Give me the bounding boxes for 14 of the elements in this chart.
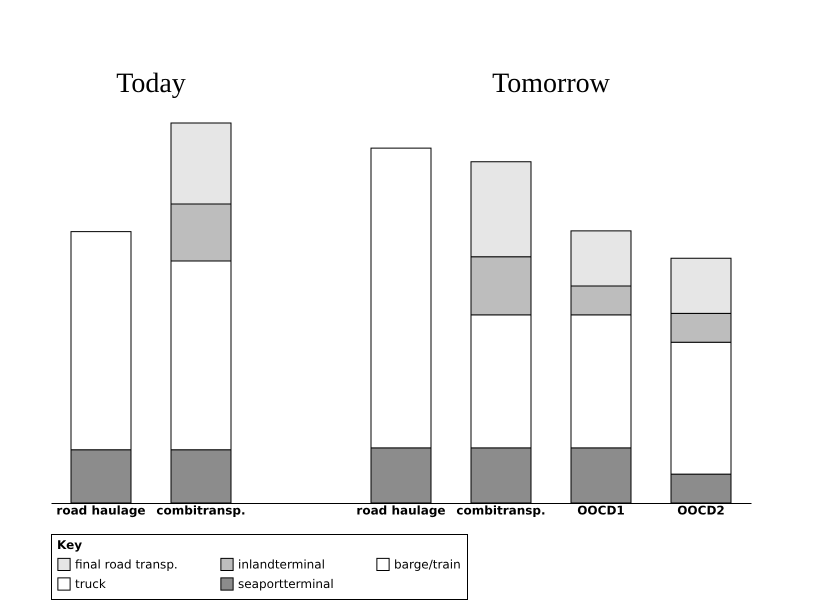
legend-label: seaportterminal bbox=[238, 577, 334, 591]
x-tick-label: OOCD1 bbox=[577, 504, 625, 518]
text: Tomorrow bbox=[492, 68, 611, 99]
x-tick-label: road haulage bbox=[356, 504, 446, 518]
x-tick-label: combitransp. bbox=[156, 504, 246, 518]
legend-label: truck bbox=[75, 577, 106, 591]
legend-label: final road transp. bbox=[75, 557, 178, 572]
text: Today bbox=[116, 68, 186, 99]
legend-label: inlandterminal bbox=[238, 557, 325, 572]
x-tick-label: road haulage bbox=[56, 504, 146, 518]
x-tick-label: combitransp. bbox=[456, 504, 546, 518]
x-tick-label: OOCD2 bbox=[677, 504, 725, 518]
legend-label: barge/train bbox=[394, 557, 461, 572]
legend-title: Key bbox=[57, 538, 82, 552]
